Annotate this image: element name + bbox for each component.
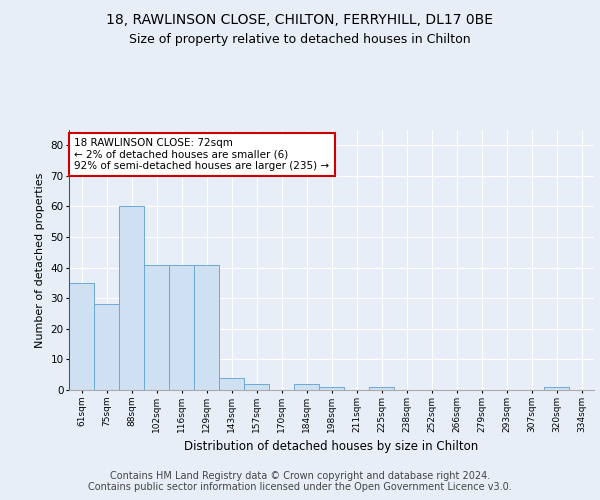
Bar — [244, 384, 269, 390]
Bar — [69, 283, 94, 390]
Bar — [119, 206, 144, 390]
Text: 18 RAWLINSON CLOSE: 72sqm
← 2% of detached houses are smaller (6)
92% of semi-de: 18 RAWLINSON CLOSE: 72sqm ← 2% of detach… — [74, 138, 329, 171]
Bar — [544, 387, 569, 390]
Bar — [94, 304, 119, 390]
X-axis label: Distribution of detached houses by size in Chilton: Distribution of detached houses by size … — [184, 440, 479, 454]
Bar — [294, 384, 319, 390]
Text: Size of property relative to detached houses in Chilton: Size of property relative to detached ho… — [129, 32, 471, 46]
Bar — [144, 264, 169, 390]
Text: Contains HM Land Registry data © Crown copyright and database right 2024.
Contai: Contains HM Land Registry data © Crown c… — [88, 471, 512, 492]
Bar — [169, 264, 194, 390]
Text: 18, RAWLINSON CLOSE, CHILTON, FERRYHILL, DL17 0BE: 18, RAWLINSON CLOSE, CHILTON, FERRYHILL,… — [107, 12, 493, 26]
Bar — [319, 387, 344, 390]
Y-axis label: Number of detached properties: Number of detached properties — [35, 172, 45, 348]
Bar — [219, 378, 244, 390]
Bar — [369, 387, 394, 390]
Bar — [194, 264, 219, 390]
